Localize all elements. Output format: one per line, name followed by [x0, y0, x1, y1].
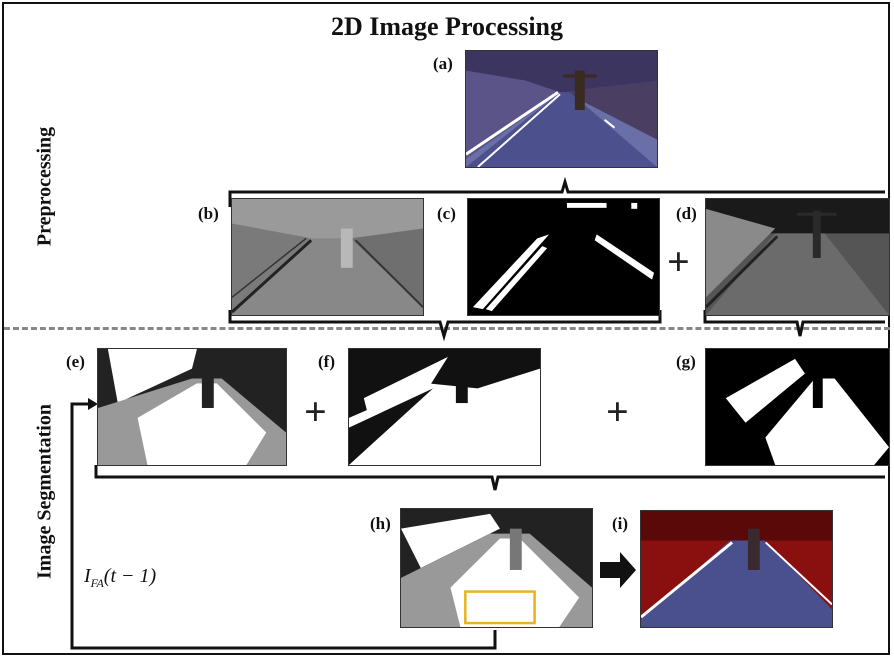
feedback-argument: (t − 1) — [103, 565, 157, 587]
panel-label-c: (c) — [437, 204, 456, 223]
panel-label-b: (b) — [198, 204, 219, 223]
panel-label-a: (a) — [433, 54, 453, 73]
panel-label-f: (f) — [318, 352, 335, 371]
panel-label-i: (i) — [612, 514, 629, 533]
feedback-subscript: FA — [90, 576, 104, 590]
image-d-grayscale — [705, 198, 890, 316]
image-e-segmentation — [97, 348, 287, 466]
plus-operator-3: + — [606, 389, 629, 434]
panel-label-d: (d) — [676, 204, 697, 223]
image-c-lane-mask — [467, 198, 660, 316]
panel-label-e: (e) — [66, 352, 85, 371]
feedback-symbol: I — [84, 565, 91, 587]
plus-operator-2: + — [304, 389, 327, 434]
image-a-original — [465, 50, 658, 168]
image-h-fused — [400, 508, 593, 628]
panel-label-h: (h) — [370, 514, 391, 533]
image-i-overlay — [640, 510, 833, 628]
plus-operator-1: + — [667, 239, 690, 284]
panel-label-g: (g) — [676, 352, 696, 371]
feedback-equation: IFA(t − 1) — [84, 565, 156, 591]
figure-title: 2D Image Processing — [330, 12, 564, 41]
image-f-segmentation — [348, 348, 541, 466]
image-b-gray-texture — [231, 198, 424, 316]
image-g-segmentation — [705, 348, 890, 466]
